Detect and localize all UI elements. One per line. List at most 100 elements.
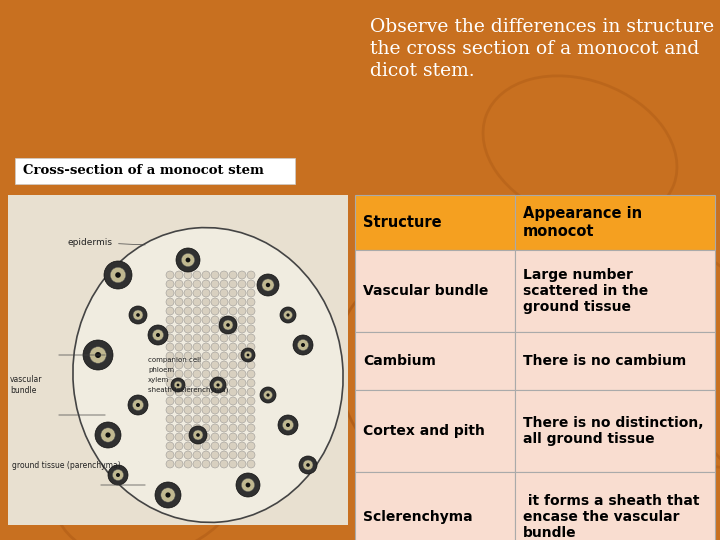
Circle shape [236,473,260,497]
Circle shape [193,280,201,288]
Circle shape [238,343,246,351]
Circle shape [193,415,201,423]
Circle shape [202,406,210,414]
Circle shape [211,460,219,468]
Circle shape [247,271,255,279]
Circle shape [175,325,183,333]
Circle shape [133,310,143,320]
Circle shape [220,361,228,369]
Circle shape [110,267,126,283]
Ellipse shape [73,227,343,522]
Text: There is no distinction,
all ground tissue: There is no distinction, all ground tiss… [523,416,703,446]
Circle shape [175,388,183,396]
Circle shape [175,370,183,378]
Circle shape [166,325,174,333]
Text: vascular
bundle: vascular bundle [10,375,42,395]
Circle shape [229,316,237,324]
Text: ground tissue (parenchyma): ground tissue (parenchyma) [12,461,121,469]
Circle shape [220,352,228,360]
Circle shape [184,316,192,324]
Circle shape [229,451,237,459]
Circle shape [184,307,192,315]
Circle shape [282,420,294,430]
Circle shape [229,298,237,306]
Circle shape [202,316,210,324]
Circle shape [196,433,200,437]
Circle shape [189,426,207,444]
Circle shape [220,424,228,432]
Circle shape [193,334,201,342]
Circle shape [184,433,192,441]
Circle shape [238,397,246,405]
Circle shape [247,415,255,423]
Circle shape [193,370,201,378]
Circle shape [175,289,183,297]
Circle shape [229,397,237,405]
Circle shape [238,424,246,432]
Circle shape [241,478,255,491]
Circle shape [229,388,237,396]
Circle shape [220,388,228,396]
Text: There is no cambium: There is no cambium [523,354,686,368]
Circle shape [193,307,201,315]
Circle shape [166,343,174,351]
Circle shape [184,397,192,405]
Circle shape [280,307,296,323]
Text: Structure: Structure [363,215,441,230]
Circle shape [202,271,210,279]
Circle shape [166,379,174,387]
Circle shape [112,469,124,481]
Circle shape [229,307,237,315]
Circle shape [247,406,255,414]
Circle shape [153,329,163,341]
Circle shape [220,334,228,342]
Circle shape [229,280,237,288]
Circle shape [174,381,182,389]
Circle shape [217,383,220,387]
Circle shape [193,406,201,414]
Text: Sclerenchyma: Sclerenchyma [363,510,472,524]
Circle shape [247,370,255,378]
Circle shape [210,377,226,393]
Circle shape [128,395,148,415]
Circle shape [166,271,174,279]
Text: dicot stem.: dicot stem. [370,62,474,80]
Circle shape [220,433,228,441]
Circle shape [175,397,183,405]
Circle shape [202,361,210,369]
Circle shape [193,430,203,440]
Circle shape [184,343,192,351]
Circle shape [229,352,237,360]
Circle shape [184,298,192,306]
Circle shape [166,442,174,450]
Circle shape [247,442,255,450]
Circle shape [166,388,174,396]
Circle shape [83,340,113,370]
Circle shape [202,424,210,432]
Circle shape [238,289,246,297]
Circle shape [220,280,228,288]
Circle shape [181,253,194,267]
Circle shape [101,428,115,442]
Circle shape [238,361,246,369]
Circle shape [229,442,237,450]
Circle shape [303,460,313,470]
Text: epidermis: epidermis [68,238,145,247]
Circle shape [238,379,246,387]
Circle shape [241,348,255,362]
Text: phloem: phloem [148,367,174,373]
Circle shape [266,394,269,396]
FancyBboxPatch shape [15,158,295,184]
Circle shape [132,400,143,410]
Circle shape [148,325,168,345]
Circle shape [115,272,121,278]
Circle shape [202,343,210,351]
Circle shape [175,460,183,468]
Circle shape [229,289,237,297]
Circle shape [116,473,120,477]
Circle shape [247,325,255,333]
Circle shape [202,388,210,396]
Circle shape [238,334,246,342]
Circle shape [166,433,174,441]
Circle shape [202,415,210,423]
